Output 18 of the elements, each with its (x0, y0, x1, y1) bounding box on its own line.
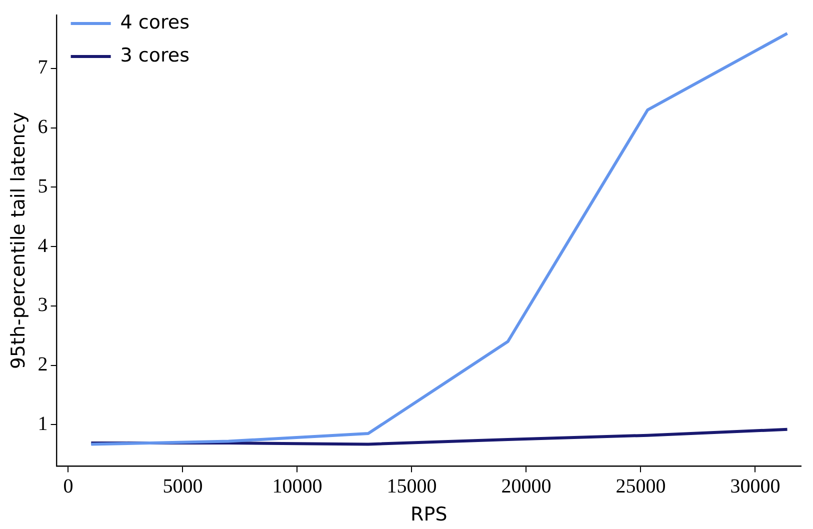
y-tick-label: 1 (38, 412, 48, 435)
y-tick-label: 7 (38, 56, 48, 79)
y-tick-label: 2 (38, 354, 48, 376)
x-tick-label: 30000 (730, 475, 780, 498)
y-axis-title: 95th-percentile tail latency (7, 112, 30, 370)
x-tick-label: 10000 (272, 475, 322, 498)
y-tick-label: 5 (38, 175, 48, 198)
x-tick-label: 25000 (616, 475, 666, 498)
legend-label: 3 cores (120, 44, 190, 66)
x-tick-label: 0 (63, 475, 74, 498)
y-tick-label: 6 (38, 116, 48, 138)
x-tick-label: 5000 (162, 475, 203, 498)
x-tick-label: 20000 (501, 475, 552, 498)
y-tick-label: 3 (38, 294, 48, 316)
x-tick-label: 15000 (386, 475, 437, 498)
legend-label: 4 cores (120, 11, 190, 34)
x-axis-title: RPS (410, 504, 448, 526)
y-tick-label: 4 (38, 234, 48, 257)
